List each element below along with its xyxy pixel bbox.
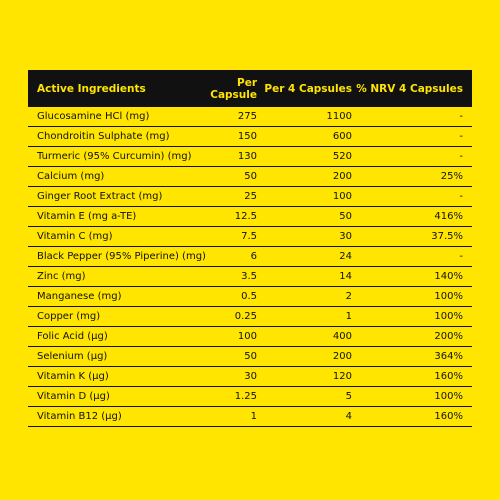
table-cell: Vitamin C (mg): [28, 226, 206, 247]
table-row: Folic Acid (µg) 100 400 200%: [28, 326, 472, 347]
table-cell: Black Pepper (95% Piperine) (mg): [28, 246, 206, 267]
table-cell: 24: [257, 246, 352, 267]
table-cell: -: [352, 246, 472, 267]
table-row: Vitamin C (mg) 7.5 30 37.5%: [28, 226, 472, 247]
table-body: Glucosamine HCl (mg) 275 1100- Chondroitin …: [28, 107, 472, 427]
table-cell: 37.5%: [352, 226, 472, 247]
table-cell: -: [352, 107, 472, 127]
table-cell: 120: [257, 366, 352, 387]
table-cell: 100%: [352, 386, 472, 407]
table-cell: 520: [257, 146, 352, 167]
table-cell: Vitamin E (mg a-TE): [28, 206, 206, 227]
table-cell: 4: [257, 406, 352, 427]
table-cell: Folic Acid (µg): [28, 326, 206, 347]
table-cell: 50: [206, 346, 257, 367]
table-row: Vitamin K (µg) 30 120 160%: [28, 366, 472, 387]
table-cell: Glucosamine HCl (mg): [28, 107, 206, 127]
table-cell: Ginger Root Extract (mg): [28, 186, 206, 207]
table-cell: 130: [206, 146, 257, 167]
table-cell: 12.5: [206, 206, 257, 227]
table-cell: 5: [257, 386, 352, 407]
table-row: Copper (mg) 0.25 1 100%: [28, 306, 472, 327]
table-row: Selenium (µg) 50 200 364%: [28, 346, 472, 367]
table-cell: Selenium (µg): [28, 346, 206, 367]
table-cell: 100%: [352, 286, 472, 307]
table-cell: -: [352, 126, 472, 147]
table-row: Vitamin D (µg) 1.25 5 100%: [28, 386, 472, 407]
table-cell: 200: [257, 166, 352, 187]
table-row: Chondroitin Sulphate (mg) 150 600-: [28, 126, 472, 147]
header-cell: Active Ingredients: [28, 70, 206, 107]
table-cell: 25: [206, 186, 257, 207]
table-row: Calcium (mg) 50 200 25%: [28, 166, 472, 187]
table-cell: 200: [257, 346, 352, 367]
table-cell: 2: [257, 286, 352, 307]
table-cell: 416%: [352, 206, 472, 227]
table-cell: 100%: [352, 306, 472, 327]
table-cell: 0.5: [206, 286, 257, 307]
header-cell: Per Capsule: [206, 70, 257, 107]
header-row: Active Ingredients Per Capsule Per 4 Capsu…: [28, 70, 472, 107]
table-row: Manganese (mg) 0.5 2 100%: [28, 286, 472, 307]
table-cell: 50: [257, 206, 352, 227]
table-cell: Manganese (mg): [28, 286, 206, 307]
table-cell: 0.25: [206, 306, 257, 327]
table-cell: 160%: [352, 406, 472, 427]
table-row: Zinc (mg) 3.5 14 140%: [28, 266, 472, 287]
table-cell: 50: [206, 166, 257, 187]
table-cell: 600: [257, 126, 352, 147]
table-cell: Turmeric (95% Curcumin) (mg): [28, 146, 206, 167]
table-cell: 14: [257, 266, 352, 287]
table-cell: 7.5: [206, 226, 257, 247]
table-cell: 400: [257, 326, 352, 347]
table-cell: 1: [257, 306, 352, 327]
table-cell: 25%: [352, 166, 472, 187]
table-cell: 1: [206, 406, 257, 427]
table-cell: 150: [206, 126, 257, 147]
table-row: Vitamin B12 (µg) 1 4 160%: [28, 406, 472, 427]
table-cell: 160%: [352, 366, 472, 387]
table-header: Active Ingredients Per Capsule Per 4 Capsu…: [28, 70, 472, 107]
table-cell: 100: [257, 186, 352, 207]
table-cell: Copper (mg): [28, 306, 206, 327]
table-cell: 275: [206, 107, 257, 127]
header-cell: Per 4 Capsules: [257, 70, 352, 107]
table-cell: Vitamin D (µg): [28, 386, 206, 407]
table-cell: 30: [257, 226, 352, 247]
table-cell: 140%: [352, 266, 472, 287]
table-cell: Zinc (mg): [28, 266, 206, 287]
table-cell: 3.5: [206, 266, 257, 287]
table-cell: Chondroitin Sulphate (mg): [28, 126, 206, 147]
table-row: Black Pepper (95% Piperine) (mg) 6 24-: [28, 246, 472, 267]
table-row: Vitamin E (mg a-TE) 12.5 50 416%: [28, 206, 472, 227]
table-cell: Calcium (mg): [28, 166, 206, 187]
table-cell: -: [352, 186, 472, 207]
table-row: Turmeric (95% Curcumin) (mg) 130 520-: [28, 146, 472, 167]
table-cell: 6: [206, 246, 257, 267]
table-cell: Vitamin K (µg): [28, 366, 206, 387]
table-cell: 364%: [352, 346, 472, 367]
header-cell: % NRV 4 Capsules: [352, 70, 472, 107]
table-row: Glucosamine HCl (mg) 275 1100-: [28, 107, 472, 127]
nutrition-table: Active Ingredients Per Capsule Per 4 Capsu…: [28, 70, 472, 427]
table-cell: 200%: [352, 326, 472, 347]
table-cell: 1.25: [206, 386, 257, 407]
table-cell: Vitamin B12 (µg): [28, 406, 206, 427]
table-cell: 1100: [257, 107, 352, 127]
table-cell: -: [352, 146, 472, 167]
table-cell: 100: [206, 326, 257, 347]
table-row: Ginger Root Extract (mg) 25 100-: [28, 186, 472, 207]
table-cell: 30: [206, 366, 257, 387]
